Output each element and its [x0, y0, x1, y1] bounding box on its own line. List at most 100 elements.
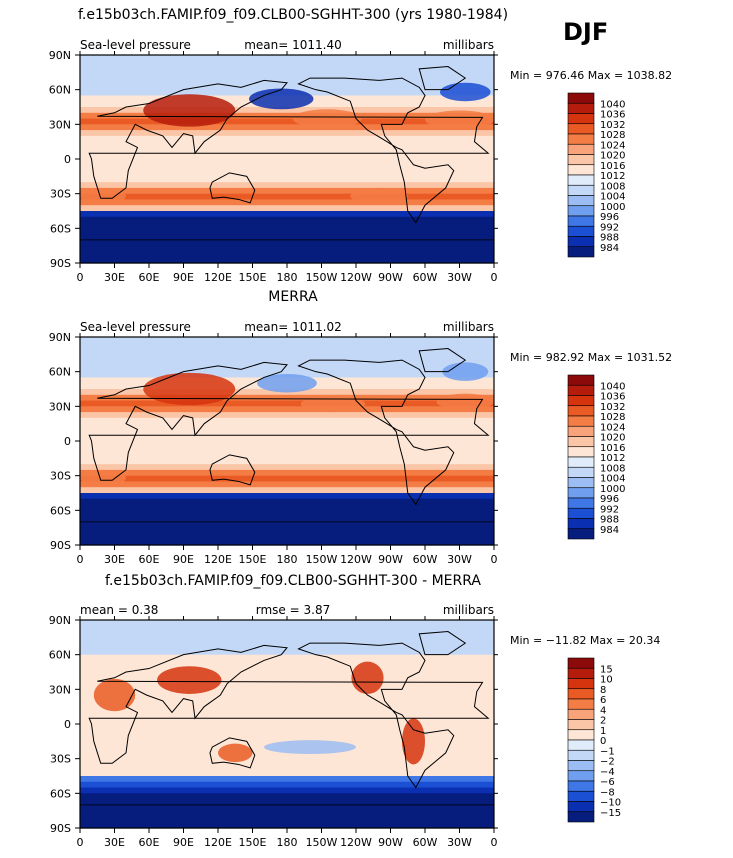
- field-label: mean = 0.38: [80, 603, 158, 617]
- coastline: [88, 79, 490, 199]
- colorbar-box: [567, 405, 595, 417]
- x-tick-label: 180: [277, 553, 298, 566]
- colorbar-label: 1012: [600, 171, 625, 182]
- field-band: [80, 435, 494, 442]
- field-band: [80, 153, 494, 160]
- field-band: [80, 752, 494, 760]
- x-tick-label: 180: [277, 271, 298, 284]
- field-anomaly: [436, 393, 494, 410]
- field-anomaly: [80, 469, 126, 487]
- y-tick-label: 30N: [49, 400, 71, 413]
- field-band: [80, 176, 494, 183]
- field-label: Sea-level pressure: [80, 38, 191, 52]
- colorbar-box: [567, 174, 595, 186]
- colorbar-box: [567, 374, 595, 386]
- y-tick-label: 30N: [49, 118, 71, 131]
- field-band: [80, 533, 494, 540]
- colorbar-box: [567, 456, 595, 468]
- map-panel-3: 0 30E 60E 90E 120E 150E 180 150W 120W 90W 60W 30W 09…: [49, 614, 498, 849]
- colorbar-label: 1036: [600, 110, 625, 121]
- colorbar-label: 1036: [600, 392, 625, 403]
- field-band: [80, 787, 494, 794]
- x-tick-label: 30W: [447, 271, 472, 284]
- colorbar-box: [567, 678, 595, 690]
- season-label: DJF: [563, 18, 608, 46]
- colorbar-label: 1000: [600, 484, 625, 495]
- colorbar-box: [567, 811, 595, 823]
- colorbar-label: 1024: [600, 422, 625, 433]
- colorbar-box: [567, 143, 595, 155]
- field-band: [80, 135, 494, 143]
- x-tick-label: 150E: [239, 553, 267, 566]
- minmax-label: Min = −11.82 Max = 20.34: [510, 634, 660, 647]
- colorbar-label: 1032: [600, 120, 625, 131]
- colorbar-label: 6: [600, 695, 606, 706]
- colorbar-box: [567, 195, 595, 207]
- field-band: [80, 464, 494, 471]
- x-tick-label: 150W: [306, 836, 338, 849]
- field-band: [80, 516, 494, 523]
- x-tick-label: 150E: [239, 836, 267, 849]
- colorbar-label: 996: [600, 212, 619, 223]
- field-band: [80, 348, 494, 355]
- y-tick-label: 0: [64, 435, 71, 448]
- field-anomaly: [80, 187, 126, 205]
- field-band: [80, 406, 494, 413]
- field-band: [80, 211, 494, 218]
- colorbar-box: [567, 415, 595, 427]
- colorbar-label: 1020: [600, 433, 625, 444]
- field-band: [80, 672, 494, 679]
- field-band: [80, 187, 494, 195]
- field-band: [80, 458, 494, 465]
- field-band: [80, 164, 494, 172]
- colorbar-box: [567, 770, 595, 782]
- units-label: millibars: [443, 38, 494, 52]
- x-tick-label: 60E: [139, 271, 160, 284]
- colorbar-box: [567, 698, 595, 710]
- colorbar-box: [567, 184, 595, 196]
- x-tick-label: 30E: [104, 553, 125, 566]
- x-tick-label: 180: [277, 836, 298, 849]
- field-band: [80, 245, 494, 253]
- coastline: [297, 77, 455, 224]
- x-tick-label: 60W: [413, 836, 438, 849]
- colorbar-box: [567, 436, 595, 448]
- y-tick-label: 60N: [49, 366, 71, 379]
- y-tick-label: 60S: [50, 504, 71, 517]
- field-band: [80, 776, 494, 783]
- field-band: [80, 637, 494, 644]
- colorbar-label: 4: [600, 705, 606, 716]
- field-anomaly: [257, 373, 317, 393]
- field-band: [80, 643, 494, 650]
- field-anomaly: [425, 110, 494, 129]
- colorbar-label: 1028: [600, 130, 625, 141]
- field-band: [80, 764, 494, 771]
- x-tick-label: 60W: [413, 271, 438, 284]
- field-anomaly: [157, 666, 222, 694]
- colorbar-box: [567, 487, 595, 499]
- colorbar-2: 1040103610321028102410201016101210081004…: [567, 374, 625, 540]
- colorbar-box: [567, 133, 595, 145]
- y-tick-label: 90S: [50, 257, 71, 270]
- field-anomaly: [143, 94, 236, 127]
- x-tick-label: 120W: [340, 553, 372, 566]
- field-band: [80, 521, 494, 529]
- field-band: [80, 239, 494, 247]
- field-band: [80, 251, 494, 258]
- colorbar-label: 1016: [600, 443, 625, 454]
- colorbar-label: 1004: [600, 474, 625, 485]
- x-tick-label: 120E: [204, 836, 232, 849]
- stat-label: mean= 1011.40: [244, 38, 342, 52]
- colorbar-box: [567, 225, 595, 237]
- x-tick-label: 120W: [340, 836, 372, 849]
- colorbar-label: 2: [600, 716, 606, 727]
- coastline: [418, 348, 467, 373]
- field-band: [80, 620, 494, 627]
- field-band: [80, 700, 494, 708]
- field-band: [80, 412, 494, 419]
- colorbar-box: [567, 749, 595, 761]
- field-anomaly: [402, 718, 425, 765]
- field-band: [80, 429, 494, 436]
- field-band: [80, 493, 494, 500]
